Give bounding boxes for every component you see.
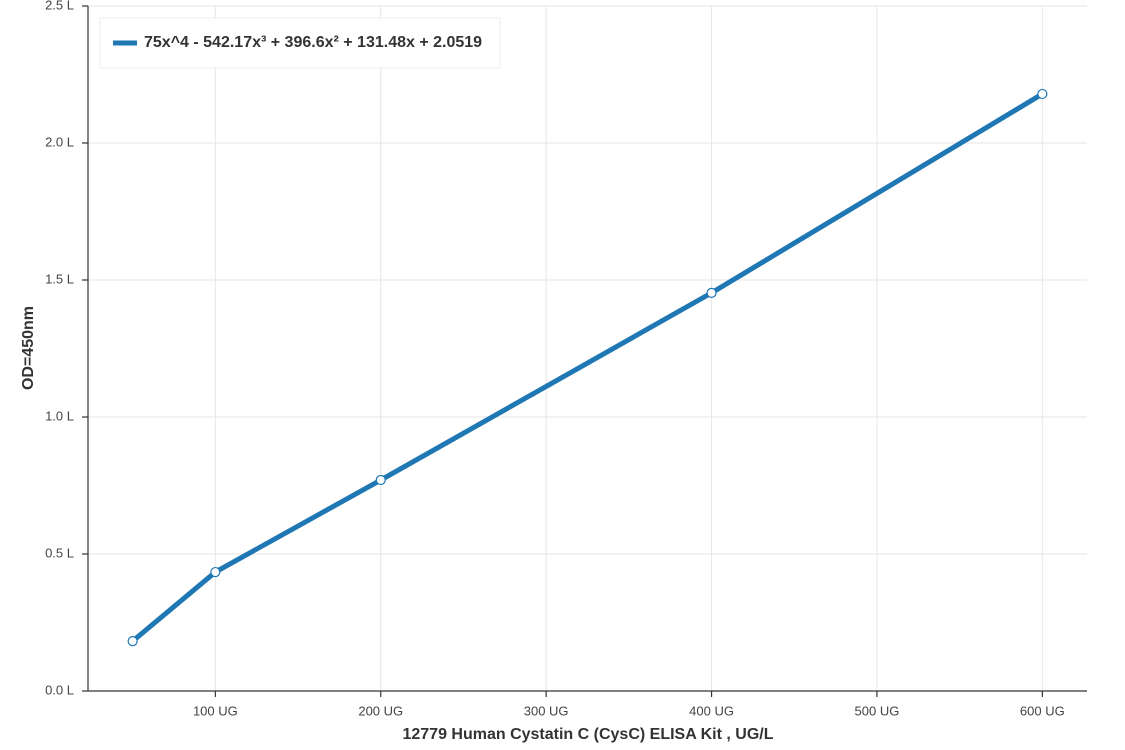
data-point — [375, 474, 386, 486]
legend-label: 75x^4 - 542.17x³ + 396.6x² + 131.48x + 2… — [144, 34, 482, 51]
data-point — [210, 566, 221, 578]
y-tick-label: 2.0 L — [45, 134, 74, 149]
x-tick-label: 200 UG — [358, 703, 403, 718]
x-tick-label: 400 UG — [689, 703, 734, 718]
data-point — [127, 636, 138, 647]
y-axis-label: OD=450nm — [20, 306, 37, 390]
data-line — [131, 91, 1044, 644]
x-tick-label: 100 UG — [193, 703, 238, 718]
y-tick-label: 0.5 L — [45, 545, 74, 560]
x-tick-label: 500 UG — [855, 703, 900, 718]
y-tick-label: 2.5 L — [45, 0, 74, 12]
y-tick-label: 0.0 L — [45, 682, 74, 697]
x-tick-label: 300 UG — [524, 703, 569, 718]
legend: 75x^4 - 542.17x³ + 396.6x² + 131.48x + 2… — [99, 17, 501, 69]
y-tick-label: 1.5 L — [45, 271, 74, 286]
x-axis-label: 12779 Human Cystatin C (CysC) ELISA Kit … — [402, 726, 773, 743]
data-point — [1037, 88, 1048, 100]
legend-box — [99, 17, 501, 69]
data-point — [706, 287, 717, 298]
y-tick-label: 1.0 L — [45, 408, 74, 423]
x-tick-label: 600 UG — [1020, 703, 1065, 718]
